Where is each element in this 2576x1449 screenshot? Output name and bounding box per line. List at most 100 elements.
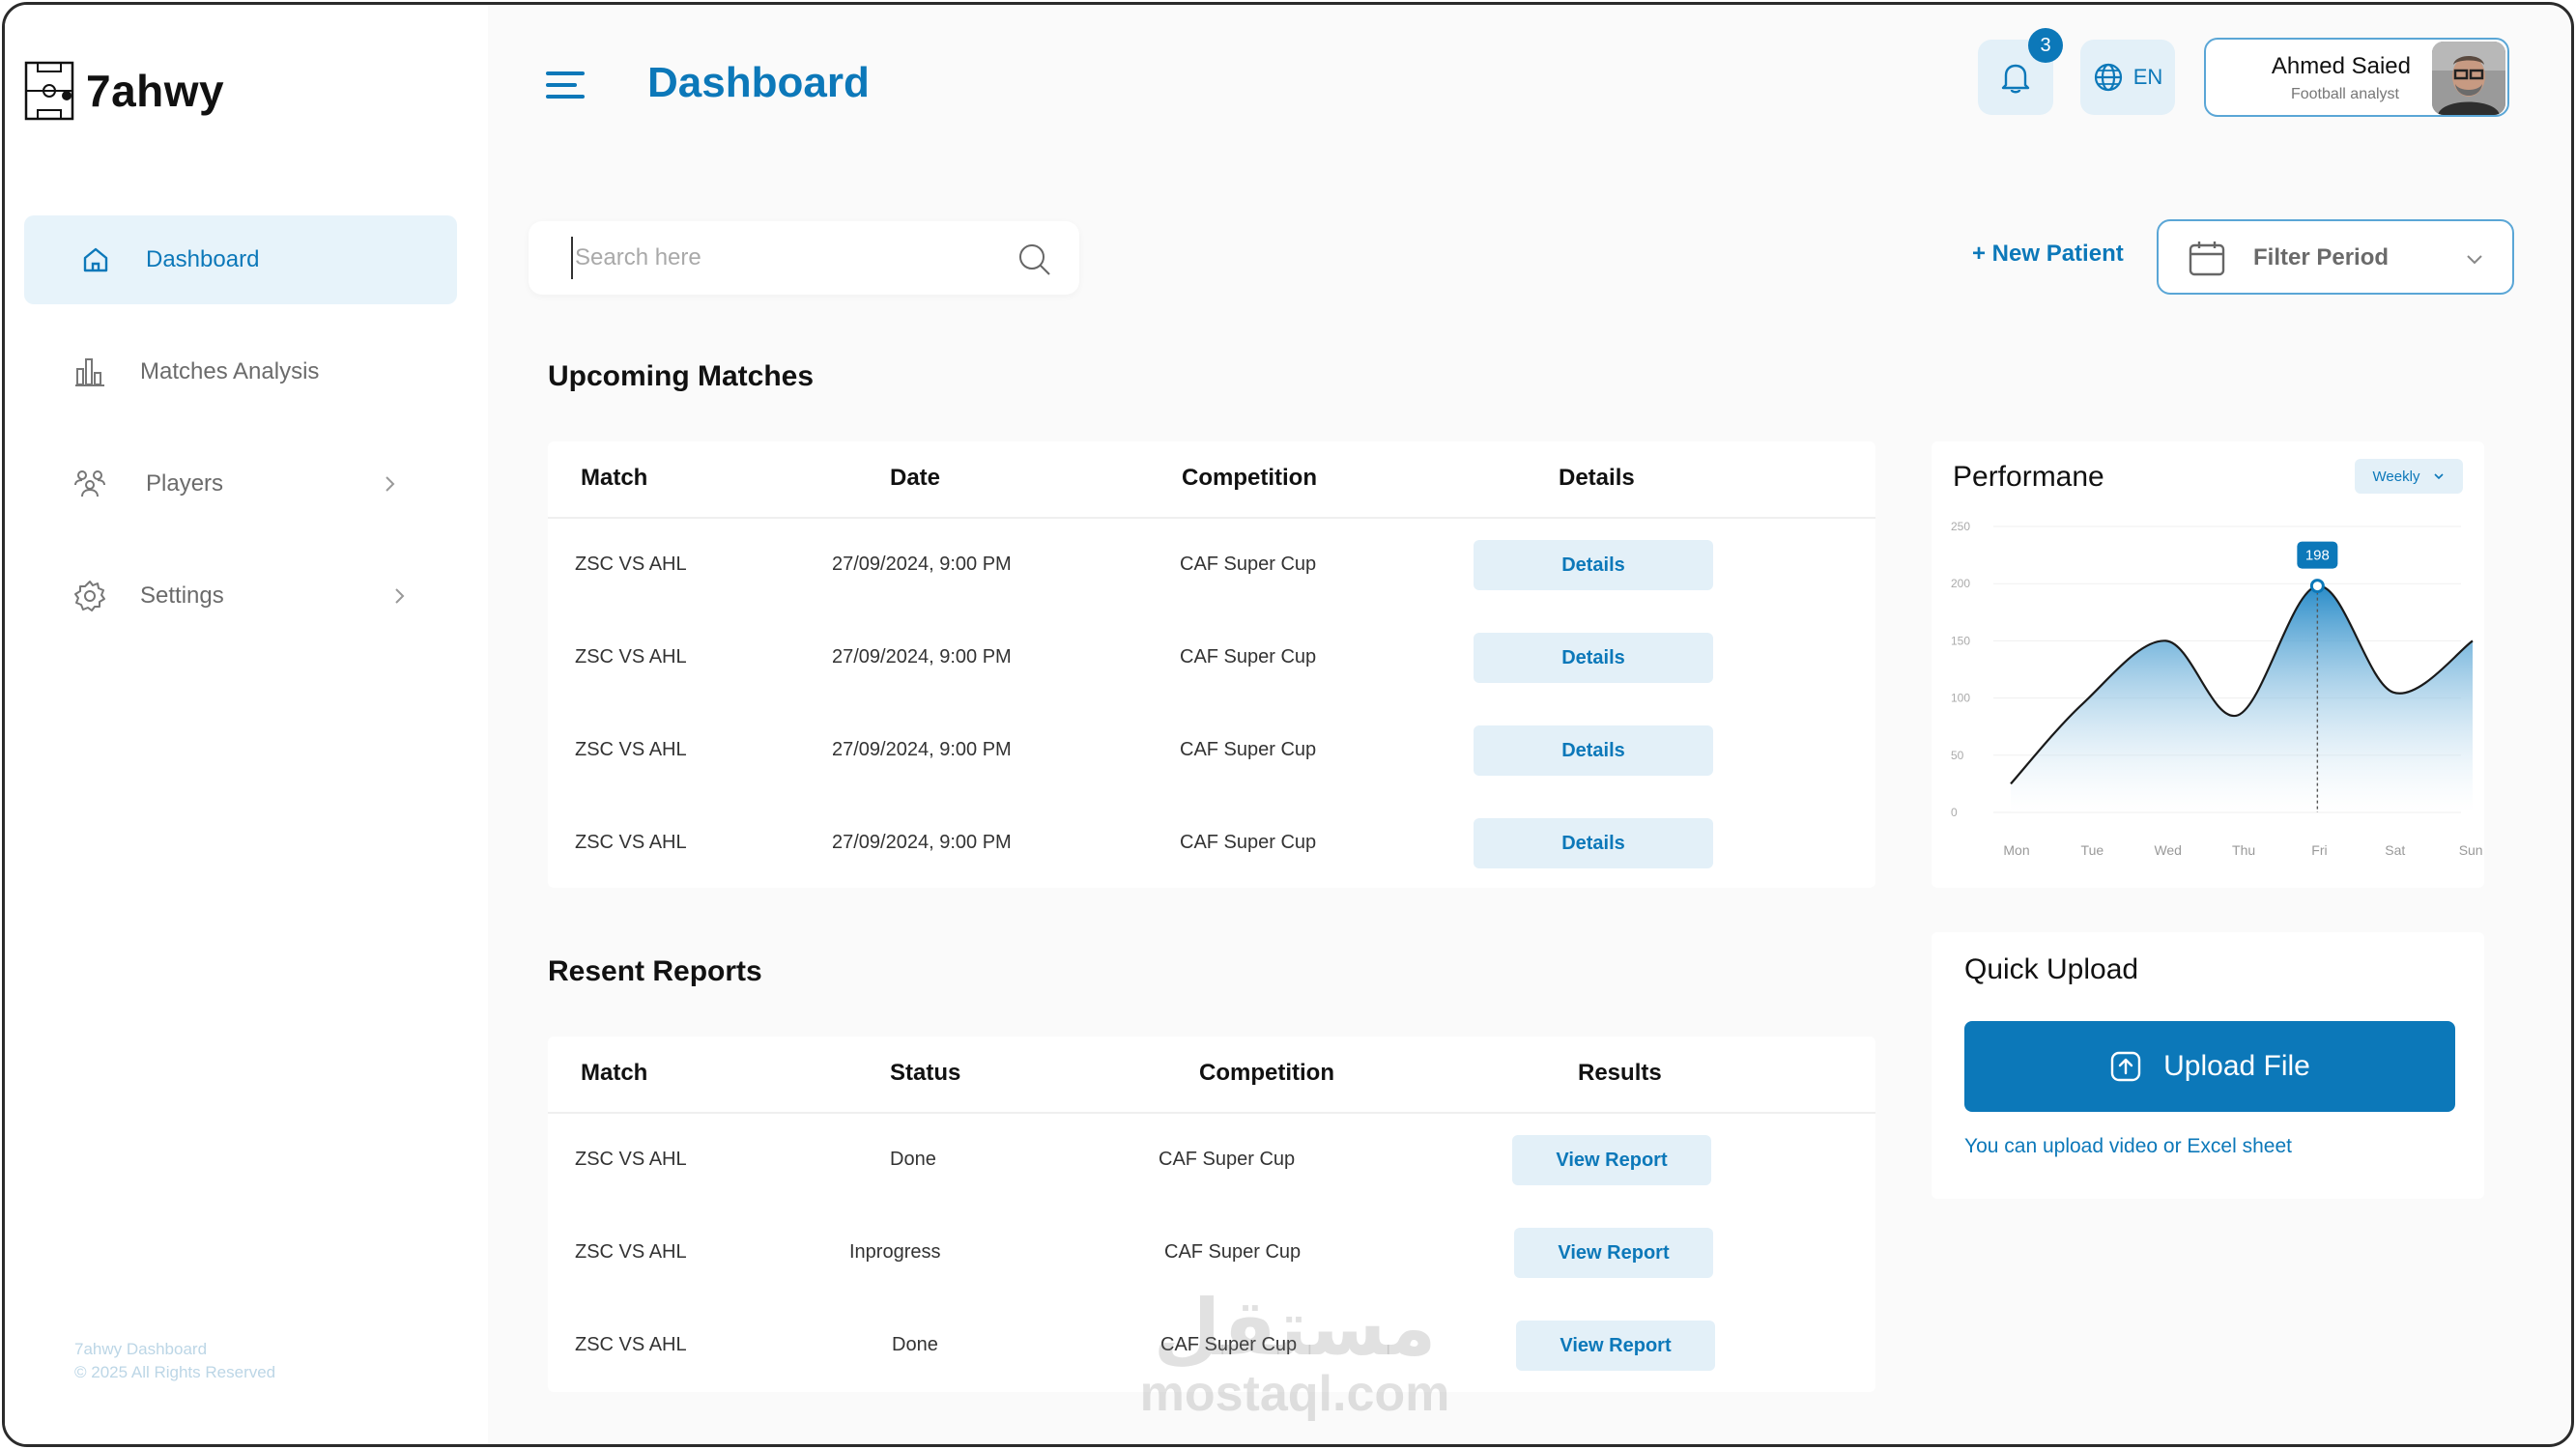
table-row: ZSC VS AHL 27/09/2024, 9:00 PM CAF Super… [548, 704, 1875, 797]
recent-reports-title: Resent Reports [548, 955, 762, 987]
period-label: Weekly [2372, 468, 2420, 485]
bell-icon [2001, 64, 2030, 94]
match-cell: ZSC VS AHL [575, 646, 687, 668]
upload-hint: You can upload video or Excel sheet [1964, 1135, 2292, 1157]
highlight-point[interactable] [2309, 579, 2325, 594]
competition-cell: CAF Super Cup [1160, 1334, 1298, 1355]
y-tick-label: 200 [1951, 577, 1970, 590]
period-dropdown[interactable]: Weekly [2355, 459, 2463, 494]
match-cell: ZSC VS AHL [575, 554, 687, 575]
home-icon [78, 242, 113, 277]
competition-cell: CAF Super Cup [1180, 832, 1317, 853]
sidebar: 7ahwy Dashboard Matches Analysis Players [5, 5, 488, 1444]
notifications-button[interactable]: 3 [1978, 28, 2063, 115]
tooltip-value: 198 [2305, 548, 2330, 564]
y-tick-label: 150 [1951, 634, 1970, 647]
table-row: ZSC VS AHL Done CAF Super Cup View Repor… [548, 1114, 1875, 1207]
sidebar-item-dashboard[interactable]: Dashboard [24, 215, 457, 304]
status-cell: Done [892, 1334, 938, 1355]
footer-copyright: © 2025 All Rights Reserved [74, 1363, 276, 1381]
performance-card: Performane Weekly 0 50 100 150 200 250 Mon Tue… [1932, 441, 2484, 888]
search-input[interactable] [571, 237, 996, 279]
upload-file-label: Upload File [2163, 1050, 2310, 1082]
players-icon [72, 467, 107, 501]
user-profile[interactable]: Ahmed Saied Football analyst [2204, 38, 2509, 117]
y-tick-label: 250 [1951, 520, 1970, 533]
match-cell: ZSC VS AHL [575, 739, 687, 760]
x-tick-label: Thu [2232, 842, 2255, 858]
globe-icon [2094, 63, 2122, 92]
upcoming-matches-title: Upcoming Matches [548, 360, 815, 392]
search-icon[interactable] [1017, 242, 1052, 277]
upload-file-button[interactable]: Upload File [1964, 1021, 2455, 1112]
view-report-button[interactable]: View Report [1512, 1135, 1711, 1185]
x-tick-label: Sat [2385, 842, 2405, 858]
table-row: ZSC VS AHL Done CAF Super Cup View Repor… [548, 1299, 1875, 1392]
user-role: Football analyst [2290, 86, 2399, 102]
table-row: ZSC VS AHL 27/09/2024, 9:00 PM CAF Super… [548, 519, 1875, 611]
logo[interactable]: 7ahwy [24, 61, 224, 121]
details-button[interactable]: Details [1474, 725, 1713, 776]
sidebar-item-matches-analysis[interactable]: Matches Analysis [24, 327, 457, 416]
x-tick-label: Mon [2003, 842, 2029, 858]
logo-text: 7ahwy [86, 66, 225, 116]
sidebar-nav: Dashboard Matches Analysis Players Set [24, 215, 457, 664]
chevron-down-icon [2434, 473, 2445, 480]
y-tick-label: 50 [1951, 749, 1964, 762]
performance-line [2010, 584, 2474, 785]
table-header: Match Status Competition Results [548, 1037, 1875, 1114]
competition-cell: CAF Super Cup [1180, 739, 1317, 760]
filter-period-dropdown[interactable]: Filter Period [2157, 219, 2514, 295]
quick-upload-title: Quick Upload [1964, 953, 2139, 985]
column-header: Status [890, 1060, 961, 1086]
upload-icon [2110, 1051, 2141, 1082]
view-report-button[interactable]: View Report [1516, 1321, 1715, 1371]
details-button[interactable]: Details [1474, 633, 1713, 683]
recent-reports-table: Match Status Competition Results ZSC VS … [548, 1037, 1875, 1392]
menu-icon[interactable] [546, 69, 585, 101]
gear-icon [72, 579, 107, 613]
sidebar-item-players[interactable]: Players [24, 440, 457, 528]
sidebar-item-label: Dashboard [146, 246, 260, 272]
pitch-logo-icon [24, 61, 74, 121]
upcoming-matches-table: Match Date Competition Details ZSC VS AH… [548, 441, 1875, 888]
sidebar-item-label: Matches Analysis [140, 358, 320, 384]
avatar [2432, 42, 2505, 115]
x-tick-label: Tue [2081, 842, 2104, 858]
table-row: ZSC VS AHL 27/09/2024, 9:00 PM CAF Super… [548, 797, 1875, 890]
view-report-button[interactable]: View Report [1514, 1228, 1713, 1278]
match-cell: ZSC VS AHL [575, 832, 687, 853]
column-header: Match [581, 465, 648, 491]
sidebar-item-settings[interactable]: Settings [24, 552, 457, 640]
competition-cell: CAF Super Cup [1164, 1241, 1302, 1263]
column-header: Competition [1199, 1060, 1334, 1086]
performance-area [2011, 585, 2473, 812]
column-header: Match [581, 1060, 648, 1086]
status-cell: Done [890, 1149, 936, 1170]
performance-chart: 0 50 100 150 200 250 Mon Tue Wed Thu Fri Sat Sun 19… [1951, 520, 2483, 858]
sidebar-item-label: Players [146, 470, 224, 497]
details-button[interactable]: Details [1474, 818, 1713, 868]
competition-cell: CAF Super Cup [1180, 554, 1317, 575]
status-cell: Inprogress [849, 1241, 941, 1263]
table-row: ZSC VS AHL Inprogress CAF Super Cup View… [548, 1207, 1875, 1299]
date-cell: 27/09/2024, 9:00 PM [832, 554, 1012, 575]
new-patient-button[interactable]: + New Patient [1972, 241, 2124, 267]
chevron-down-icon [2467, 255, 2482, 265]
x-tick-label: Wed [2154, 842, 2182, 858]
details-button[interactable]: Details [1474, 540, 1713, 590]
tooltip-box [2297, 541, 2338, 569]
match-cell: ZSC VS AHL [575, 1241, 687, 1263]
y-tick-label: 100 [1951, 692, 1970, 705]
notification-badge: 3 [2028, 28, 2063, 63]
page-title: Dashboard [647, 59, 870, 106]
performance-title: Performane [1953, 461, 2104, 493]
x-tick-label: Fri [2311, 842, 2327, 858]
competition-cell: CAF Super Cup [1180, 646, 1317, 668]
bar-chart-icon [72, 355, 107, 389]
language-button[interactable]: EN [2080, 40, 2175, 115]
match-cell: ZSC VS AHL [575, 1334, 687, 1355]
search-box [529, 221, 1079, 295]
column-header: Competition [1182, 465, 1317, 491]
